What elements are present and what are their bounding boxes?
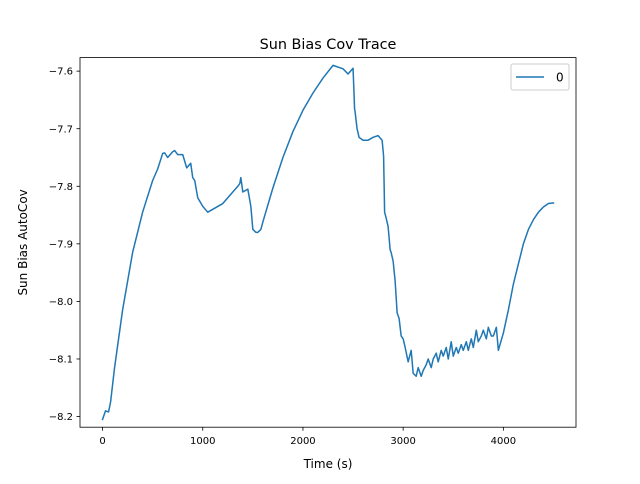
x-axis: 0 1000 2000 3000 4000 — [99, 427, 516, 447]
y-tick-label: −7.8 — [49, 182, 73, 193]
y-tick-label: −7.7 — [49, 124, 73, 135]
y-tick-label: −8.2 — [49, 412, 73, 423]
y-tick-label: −7.6 — [49, 67, 73, 78]
x-axis-label: Time (s) — [303, 457, 353, 471]
y-axis-label: Sun Bias AutoCov — [16, 189, 30, 295]
y-tick-label: −8.0 — [49, 297, 73, 308]
data-layer — [101, 64, 555, 421]
y-tick-label: −7.9 — [49, 239, 73, 250]
x-tick-label: 3000 — [390, 436, 415, 447]
x-tick-label: 2000 — [290, 436, 315, 447]
series-line-0 — [101, 64, 555, 421]
chart-title: Sun Bias Cov Trace — [260, 37, 397, 53]
x-tick-label: 0 — [99, 436, 105, 447]
legend: 0 — [510, 63, 570, 91]
y-axis: −8.2 −8.1 −8.0 −7.9 −7.8 −7.7 −7.6 — [49, 67, 80, 423]
legend-label-series-0: 0 — [556, 71, 564, 85]
x-tick-label: 1000 — [190, 436, 215, 447]
x-tick-label: 4000 — [491, 436, 516, 447]
y-tick-label: −8.1 — [49, 355, 73, 366]
plot-frame — [79, 57, 577, 428]
plot-background — [80, 57, 576, 428]
